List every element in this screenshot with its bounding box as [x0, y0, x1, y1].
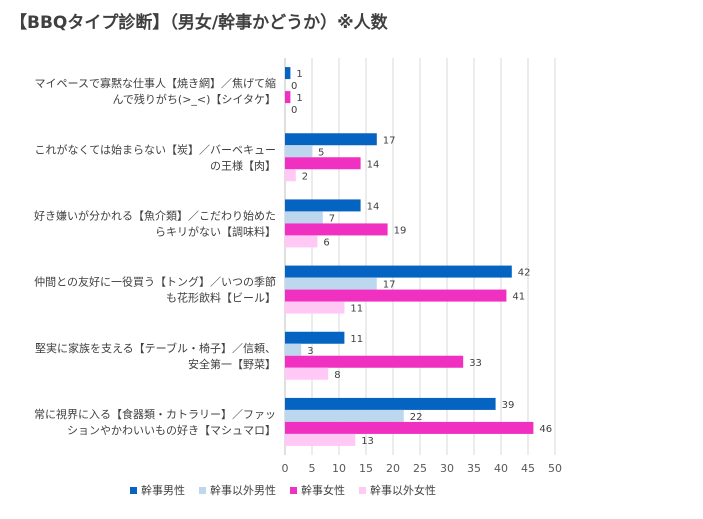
category-label: の王様【肉】	[210, 158, 276, 172]
data-label: 5	[318, 147, 324, 158]
labels: 0 5 10 15 20 25 30 35 40 45 50マイペースで寡黙な仕事人【焼き網】／焦げ…	[34, 69, 562, 475]
bar	[285, 343, 302, 356]
x-tick-label: 10	[332, 462, 346, 475]
category-label: 仲間との友好に一役買う【トング】／いつの季節	[34, 275, 276, 289]
category-label: も花形飲料【ビール】	[166, 291, 276, 305]
legend-label: 幹事以外女性	[370, 483, 436, 497]
data-label: 17	[383, 135, 396, 146]
data-label: 7	[329, 213, 335, 224]
bar	[285, 301, 345, 314]
category-label: 常に視界に入る【食器類・カトラリー】／ファッ	[34, 407, 276, 421]
data-label: 6	[323, 237, 329, 248]
data-label: 11	[350, 304, 363, 315]
x-tick-label: 25	[413, 462, 427, 475]
x-tick-label: 50	[548, 462, 562, 475]
legend-swatch	[359, 487, 366, 494]
category-label: らキリがない【調味料】	[155, 224, 276, 238]
category-label: んで残りがち(>_<)【シイタケ】	[112, 92, 276, 106]
data-label: 19	[394, 225, 407, 236]
data-label: 8	[334, 370, 340, 381]
legend-label: 幹事男性	[141, 483, 185, 497]
category-label: ションやかわいいもの好き【マシュマロ】	[67, 423, 276, 437]
data-label: 3	[307, 346, 313, 357]
bar	[285, 67, 291, 80]
data-label: 22	[410, 412, 423, 423]
data-label: 13	[361, 436, 374, 447]
category-label: これがなくては始まらない【炭】／バーベキュー	[35, 142, 276, 156]
data-label: 14	[367, 201, 380, 212]
x-tick-label: 35	[467, 462, 481, 475]
data-label: 11	[350, 334, 363, 345]
data-label: 1	[296, 69, 302, 80]
bar	[285, 409, 404, 422]
bar	[285, 235, 318, 248]
legend: 幹事男性 幹事以外男性 幹事女性 幹事以外女性	[130, 483, 436, 497]
category-label: 好き嫌いが分かれる【魚介類】／こだわり始めた	[34, 208, 276, 222]
data-label: 39	[502, 400, 515, 411]
x-tick-label: 20	[386, 462, 400, 475]
data-label: 17	[383, 280, 396, 291]
bar	[285, 289, 507, 302]
x-tick-label: 45	[521, 462, 535, 475]
bar	[285, 133, 377, 146]
x-tick-label: 0	[282, 462, 289, 475]
grid-lines	[284, 58, 556, 455]
x-tick-label: 5	[309, 462, 316, 475]
bar	[285, 331, 345, 344]
legend-swatch	[290, 487, 297, 494]
bar	[285, 211, 323, 224]
bar	[285, 145, 312, 158]
data-label: 1	[296, 93, 302, 104]
bar	[285, 169, 296, 182]
bar	[285, 91, 291, 104]
category-label: 安全第一【野菜】	[188, 357, 276, 371]
data-label: 2	[302, 171, 308, 182]
data-label: 41	[512, 292, 525, 303]
bar	[285, 367, 329, 380]
bar	[285, 277, 377, 290]
category-label: 堅実に家族を支える【テーブル・椅子】／信頼、	[35, 341, 276, 355]
x-tick-label: 30	[440, 462, 454, 475]
legend-swatch	[130, 487, 137, 494]
data-label: 14	[367, 159, 380, 170]
bar	[285, 223, 388, 236]
bar	[285, 265, 512, 278]
bar	[285, 421, 534, 434]
data-label: 42	[518, 268, 531, 279]
x-tick-label: 40	[494, 462, 508, 475]
legend-swatch	[199, 487, 206, 494]
bar	[285, 157, 361, 170]
legend-label: 幹事以外男性	[210, 483, 276, 497]
x-tick-label: 15	[359, 462, 373, 475]
chart-title: 【BBQタイプ診断】（男女/幹事かどうか）※人数	[10, 13, 388, 33]
data-label: 46	[539, 424, 552, 435]
bar	[285, 199, 361, 212]
bar	[285, 433, 356, 446]
bar	[285, 355, 464, 368]
data-label: 33	[469, 358, 482, 369]
bars	[285, 67, 534, 446]
data-label: 0	[291, 81, 297, 92]
legend-label: 幹事女性	[301, 483, 345, 497]
bar	[285, 397, 496, 410]
category-label: マイペースで寡黙な仕事人【焼き網】／焦げて縮	[35, 76, 276, 90]
data-label: 0	[291, 105, 297, 116]
